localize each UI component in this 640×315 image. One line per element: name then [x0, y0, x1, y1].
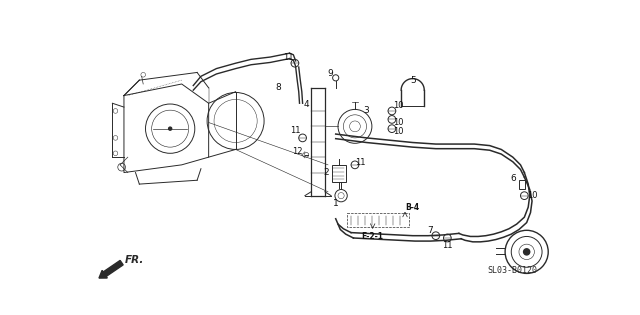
Text: 5: 5	[410, 76, 415, 85]
Text: 10: 10	[394, 101, 404, 110]
Bar	[332, 165, 346, 182]
Text: 11: 11	[355, 158, 365, 167]
Text: SL03-B0120: SL03-B0120	[488, 266, 538, 275]
Text: 7: 7	[428, 226, 433, 235]
Text: B-4: B-4	[406, 203, 420, 212]
Text: 10: 10	[394, 127, 404, 136]
Bar	[348, 213, 409, 227]
Text: 6: 6	[510, 174, 516, 183]
Text: 8: 8	[275, 83, 281, 92]
Text: E-2-1: E-2-1	[362, 232, 383, 241]
Circle shape	[168, 127, 172, 130]
Text: 2: 2	[323, 168, 329, 177]
Text: 3: 3	[364, 106, 369, 116]
Text: 1: 1	[333, 199, 339, 208]
Text: FR.: FR.	[125, 255, 144, 265]
Text: 10: 10	[527, 191, 538, 200]
Circle shape	[524, 249, 530, 255]
Text: 4: 4	[303, 100, 309, 109]
Text: 11: 11	[291, 126, 301, 135]
FancyArrow shape	[99, 261, 123, 278]
Text: 11: 11	[442, 241, 452, 250]
Text: 9: 9	[328, 70, 333, 78]
Text: 10: 10	[394, 118, 404, 127]
Bar	[519, 180, 525, 190]
Text: 12: 12	[292, 147, 303, 156]
Text: 11: 11	[283, 53, 293, 61]
